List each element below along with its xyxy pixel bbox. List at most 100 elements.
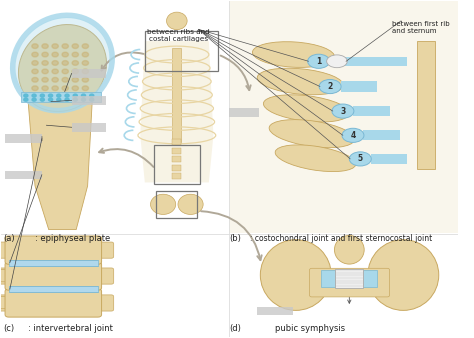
Circle shape [57,94,61,97]
Bar [172,139,182,145]
Circle shape [62,61,68,65]
Bar [72,69,106,78]
Text: i: i [40,136,43,142]
Bar [172,165,182,171]
Polygon shape [28,102,92,230]
Ellipse shape [308,54,329,68]
Circle shape [73,94,77,97]
Circle shape [72,52,79,57]
Bar [341,81,377,92]
Text: : intervertebral joint: : intervertebral joint [28,324,113,333]
Text: (d): (d) [229,324,241,333]
Bar [229,1,458,233]
Circle shape [32,69,38,74]
FancyBboxPatch shape [5,236,101,264]
FancyBboxPatch shape [0,270,7,282]
Text: : costochondral joint and first sternocostal joint: : costochondral joint and first sternoco… [250,234,432,242]
Circle shape [62,44,68,48]
FancyBboxPatch shape [5,262,101,290]
FancyBboxPatch shape [310,268,390,297]
Ellipse shape [349,152,371,166]
Ellipse shape [368,240,439,310]
Bar [154,145,200,184]
Text: (b): (b) [229,234,241,242]
Polygon shape [140,41,213,183]
Circle shape [65,98,69,101]
Ellipse shape [264,95,349,122]
Bar [172,148,182,154]
Ellipse shape [260,240,331,310]
Circle shape [40,98,45,101]
Ellipse shape [275,145,356,172]
Bar [172,156,182,162]
Circle shape [52,44,58,48]
Circle shape [42,77,48,82]
Text: between ribs and
costal cartilages: between ribs and costal cartilages [147,29,210,42]
Circle shape [72,77,79,82]
FancyBboxPatch shape [0,295,17,311]
FancyBboxPatch shape [0,296,7,309]
FancyBboxPatch shape [95,242,114,258]
Ellipse shape [15,17,110,109]
Circle shape [90,94,94,97]
FancyBboxPatch shape [95,295,114,311]
Circle shape [57,98,61,101]
Bar [329,56,407,66]
FancyBboxPatch shape [0,268,17,284]
Circle shape [62,52,68,57]
Circle shape [52,61,58,65]
Circle shape [52,69,58,74]
Text: 4: 4 [350,131,356,140]
Circle shape [40,94,45,97]
Circle shape [82,98,86,101]
Ellipse shape [166,12,187,30]
FancyBboxPatch shape [95,268,114,284]
Circle shape [42,44,48,48]
Circle shape [82,52,89,57]
Bar [5,171,42,179]
Text: (c): (c) [3,324,14,333]
Circle shape [82,61,89,65]
Bar [257,307,293,315]
Bar [371,154,408,164]
Bar [321,270,335,288]
Bar [145,31,218,71]
Circle shape [32,61,38,65]
Circle shape [42,86,48,91]
Circle shape [52,86,58,91]
Ellipse shape [151,194,176,214]
Circle shape [52,52,58,57]
Bar [172,173,182,179]
Circle shape [42,69,48,74]
Bar [354,106,390,116]
Circle shape [32,77,38,82]
Circle shape [48,98,53,101]
Bar [335,269,364,289]
Bar [72,96,106,105]
Circle shape [82,86,89,91]
Text: between first rib
and sternum: between first rib and sternum [392,21,449,34]
Bar [364,130,400,140]
Circle shape [73,98,77,101]
Circle shape [32,52,38,57]
Text: pubic symphysis: pubic symphysis [275,324,346,333]
Bar [229,108,259,117]
Circle shape [62,69,68,74]
Text: : epiphyseal plate: : epiphyseal plate [35,234,110,242]
Circle shape [82,69,89,74]
Bar [9,260,98,266]
Circle shape [82,94,86,97]
Ellipse shape [253,42,335,67]
Bar [5,134,42,143]
Ellipse shape [18,25,107,112]
FancyBboxPatch shape [5,289,101,317]
Bar [9,286,98,292]
Circle shape [24,98,28,101]
Circle shape [72,69,79,74]
Bar [156,191,198,218]
Ellipse shape [178,194,203,214]
Text: 5: 5 [358,154,363,163]
Ellipse shape [257,68,344,95]
Ellipse shape [335,236,364,264]
Circle shape [32,86,38,91]
